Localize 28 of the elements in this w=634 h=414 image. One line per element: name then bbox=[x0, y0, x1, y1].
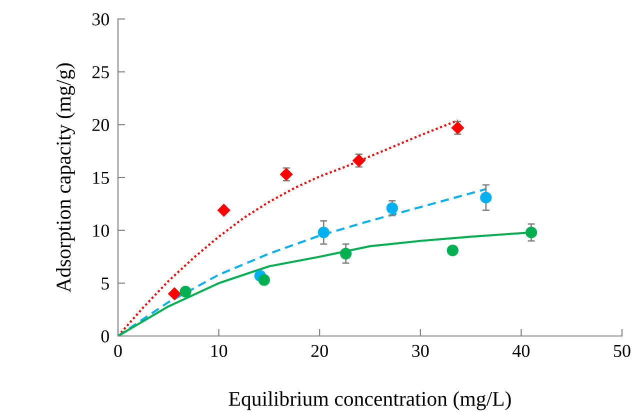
point bbox=[352, 154, 366, 168]
point bbox=[340, 248, 352, 260]
point bbox=[525, 226, 538, 238]
point bbox=[451, 121, 464, 134]
x-axis-title: Equilibrium concentration (mg/L) bbox=[228, 391, 511, 410]
x-tick-label: 20 bbox=[311, 344, 328, 358]
point bbox=[180, 286, 192, 298]
y-tick-label: 0 bbox=[101, 330, 109, 342]
point bbox=[480, 192, 492, 204]
point bbox=[217, 204, 230, 217]
x-tick-label: 40 bbox=[512, 344, 530, 358]
y-tick-label: 20 bbox=[92, 118, 109, 132]
x-tick-label: 0 bbox=[114, 344, 122, 358]
x-tick-label: 10 bbox=[211, 344, 228, 358]
y-tick-label: 10 bbox=[93, 224, 109, 237]
point bbox=[280, 168, 293, 181]
point bbox=[258, 274, 270, 286]
point bbox=[386, 202, 398, 214]
y-tick-label: 15 bbox=[93, 172, 109, 184]
y-tick-label: 30 bbox=[92, 13, 109, 26]
y-tick-label: 5 bbox=[102, 278, 109, 290]
y-tick-label: 25 bbox=[92, 66, 109, 78]
point bbox=[446, 244, 458, 256]
x-tick-label: 50 bbox=[614, 344, 630, 358]
y-axis-title: Adsorption capacity (mg/g) bbox=[56, 63, 75, 292]
x-tick-label: 30 bbox=[412, 344, 429, 358]
point bbox=[318, 226, 330, 238]
point bbox=[168, 287, 182, 300]
